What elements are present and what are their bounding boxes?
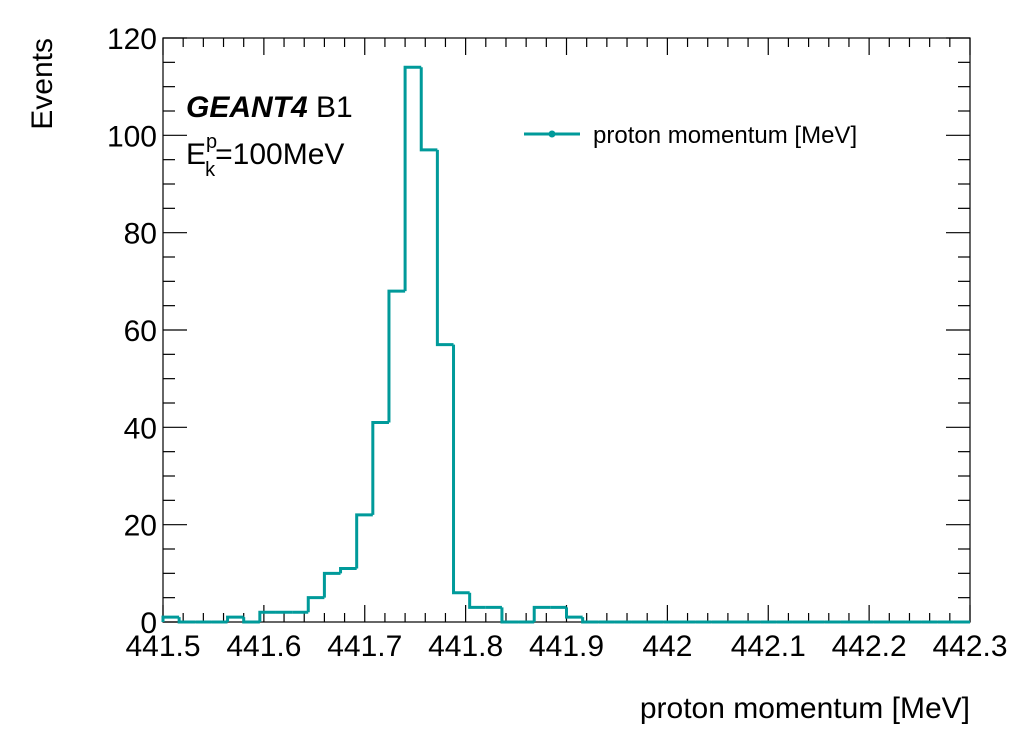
y-axis-label: Events [26,38,59,130]
histogram-bin [322,571,341,598]
histogram-bin [355,513,373,569]
x-axis-label: proton momentum [MeV] [640,692,970,725]
histogram-bin [339,566,357,574]
histogram-bin [226,615,244,622]
annotation-bold: GEANT4 [186,91,308,124]
histogram-bin [161,615,180,622]
histogram-bin [500,607,519,624]
energy-sup: p [206,131,217,153]
histogram-bin [403,65,422,292]
histogram-bin [306,596,325,613]
legend-label: proton momentum [MeV] [593,122,857,149]
x-tick-label: 441.6 [226,630,301,663]
histogram-bin [532,605,551,622]
annotation-energy: Ep k=100MeV [186,131,344,181]
histogram-bin [581,617,599,624]
x-tick-label: 442.2 [832,630,907,663]
y-tick-label: 0 [140,607,157,640]
histogram-bin [371,420,389,515]
x-tick-label: 442 [642,630,692,663]
x-tick-label: 441.9 [529,630,604,663]
y-tick-label: 80 [124,218,157,251]
x-tick-label: 442.3 [932,630,1007,663]
histogram-bin [565,607,583,619]
annotation-text: B1 [316,91,353,124]
x-tick-label: 441.5 [125,630,200,663]
histogram-bin [435,149,454,347]
y-tick-label: 40 [124,412,157,445]
histogram-bin [242,617,260,624]
histogram-bin [468,592,486,609]
y-tick-label: 60 [124,315,157,348]
energy-value: =100MeV [215,138,344,171]
energy-symbol: E [186,138,206,171]
y-tick-label: 100 [107,120,157,153]
histogram-bin [387,289,406,423]
legend-marker [548,130,556,138]
x-tick-label: 442.1 [731,630,806,663]
histogram-bin [419,67,438,152]
histogram-bin [452,344,470,595]
histogram-bin [258,610,276,622]
y-tick-label: 120 [107,23,157,56]
energy-sub: k [205,159,216,181]
annotation: GEANT4 B1 [186,91,353,124]
x-tick-label: 441.7 [327,630,402,663]
x-tick-label: 441.8 [428,630,503,663]
y-tick-label: 20 [124,510,157,543]
histogram-bin [177,617,196,624]
